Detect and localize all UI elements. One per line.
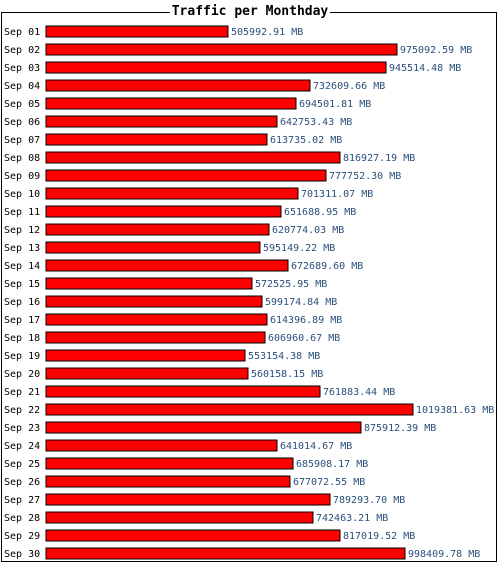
bar xyxy=(45,331,266,344)
value-label: 620774.03 MB xyxy=(272,225,344,236)
bar xyxy=(45,277,253,290)
category-label: Sep 28 xyxy=(4,513,40,524)
bar xyxy=(45,241,261,254)
bar xyxy=(45,97,297,110)
category-label: Sep 01 xyxy=(4,27,40,38)
category-label: Sep 18 xyxy=(4,333,40,344)
category-label: Sep 13 xyxy=(4,243,40,254)
value-label: 732609.66 MB xyxy=(313,81,385,92)
bar xyxy=(45,403,414,416)
chart-title-wrap: Traffic per Monthday xyxy=(0,4,500,19)
category-label: Sep 11 xyxy=(4,207,40,218)
bar xyxy=(45,61,387,74)
bar xyxy=(45,79,311,92)
bar xyxy=(45,115,278,128)
category-label: Sep 26 xyxy=(4,477,40,488)
category-label: Sep 19 xyxy=(4,351,40,362)
value-label: 641014.67 MB xyxy=(280,441,352,452)
value-label: 742463.21 MB xyxy=(316,513,388,524)
value-label: 651688.95 MB xyxy=(284,207,356,218)
bar xyxy=(45,313,268,326)
value-label: 505992.91 MB xyxy=(231,27,303,38)
bar xyxy=(45,295,263,308)
category-label: Sep 08 xyxy=(4,153,40,164)
bar xyxy=(45,43,398,56)
value-label: 672689.60 MB xyxy=(291,261,363,272)
value-label: 975092.59 MB xyxy=(400,45,472,56)
value-label: 553154.38 MB xyxy=(248,351,320,362)
bar xyxy=(45,133,268,146)
category-label: Sep 14 xyxy=(4,261,40,272)
value-label: 816927.19 MB xyxy=(343,153,415,164)
bar xyxy=(45,367,249,380)
bar xyxy=(45,223,270,236)
value-label: 642753.43 MB xyxy=(280,117,352,128)
bar xyxy=(45,205,282,218)
category-label: Sep 09 xyxy=(4,171,40,182)
value-label: 875912.39 MB xyxy=(364,423,436,434)
bar xyxy=(45,151,341,164)
category-label: Sep 22 xyxy=(4,405,40,416)
value-label: 606960.67 MB xyxy=(268,333,340,344)
bar xyxy=(45,187,299,200)
bar xyxy=(45,25,229,38)
value-label: 777752.30 MB xyxy=(329,171,401,182)
value-label: 677072.55 MB xyxy=(293,477,365,488)
value-label: 998409.78 MB xyxy=(408,549,480,560)
category-label: Sep 24 xyxy=(4,441,40,452)
category-label: Sep 15 xyxy=(4,279,40,290)
category-label: Sep 20 xyxy=(4,369,40,380)
value-label: 817019.52 MB xyxy=(343,531,415,542)
value-label: 789293.70 MB xyxy=(333,495,405,506)
value-label: 560158.15 MB xyxy=(251,369,323,380)
category-label: Sep 30 xyxy=(4,549,40,560)
category-label: Sep 27 xyxy=(4,495,40,506)
chart-title: Traffic per Monthday xyxy=(169,4,331,19)
bar xyxy=(45,169,327,182)
value-label: 614396.89 MB xyxy=(270,315,342,326)
category-label: Sep 16 xyxy=(4,297,40,308)
category-label: Sep 21 xyxy=(4,387,40,398)
value-label: 685908.17 MB xyxy=(296,459,368,470)
bar xyxy=(45,493,331,506)
category-label: Sep 25 xyxy=(4,459,40,470)
value-label: 945514.48 MB xyxy=(389,63,461,74)
category-label: Sep 29 xyxy=(4,531,40,542)
value-label: 701311.07 MB xyxy=(301,189,373,200)
category-label: Sep 12 xyxy=(4,225,40,236)
bar xyxy=(45,529,341,542)
bar xyxy=(45,475,291,488)
bar xyxy=(45,439,278,452)
bar xyxy=(45,259,289,272)
value-label: 572525.95 MB xyxy=(255,279,327,290)
category-label: Sep 06 xyxy=(4,117,40,128)
bar xyxy=(45,457,294,470)
bar xyxy=(45,547,406,560)
category-label: Sep 23 xyxy=(4,423,40,434)
value-label: 595149.22 MB xyxy=(263,243,335,254)
category-label: Sep 04 xyxy=(4,81,40,92)
category-label: Sep 05 xyxy=(4,99,40,110)
bar xyxy=(45,349,246,362)
category-label: Sep 07 xyxy=(4,135,40,146)
value-label: 694501.81 MB xyxy=(299,99,371,110)
category-label: Sep 02 xyxy=(4,45,40,56)
category-label: Sep 10 xyxy=(4,189,40,200)
value-label: 1019381.63 MB xyxy=(416,405,494,416)
bar xyxy=(45,511,314,524)
value-label: 613735.02 MB xyxy=(270,135,342,146)
category-label: Sep 17 xyxy=(4,315,40,326)
value-label: 599174.84 MB xyxy=(265,297,337,308)
bar xyxy=(45,421,362,434)
category-label: Sep 03 xyxy=(4,63,40,74)
bar xyxy=(45,385,321,398)
value-label: 761883.44 MB xyxy=(323,387,395,398)
